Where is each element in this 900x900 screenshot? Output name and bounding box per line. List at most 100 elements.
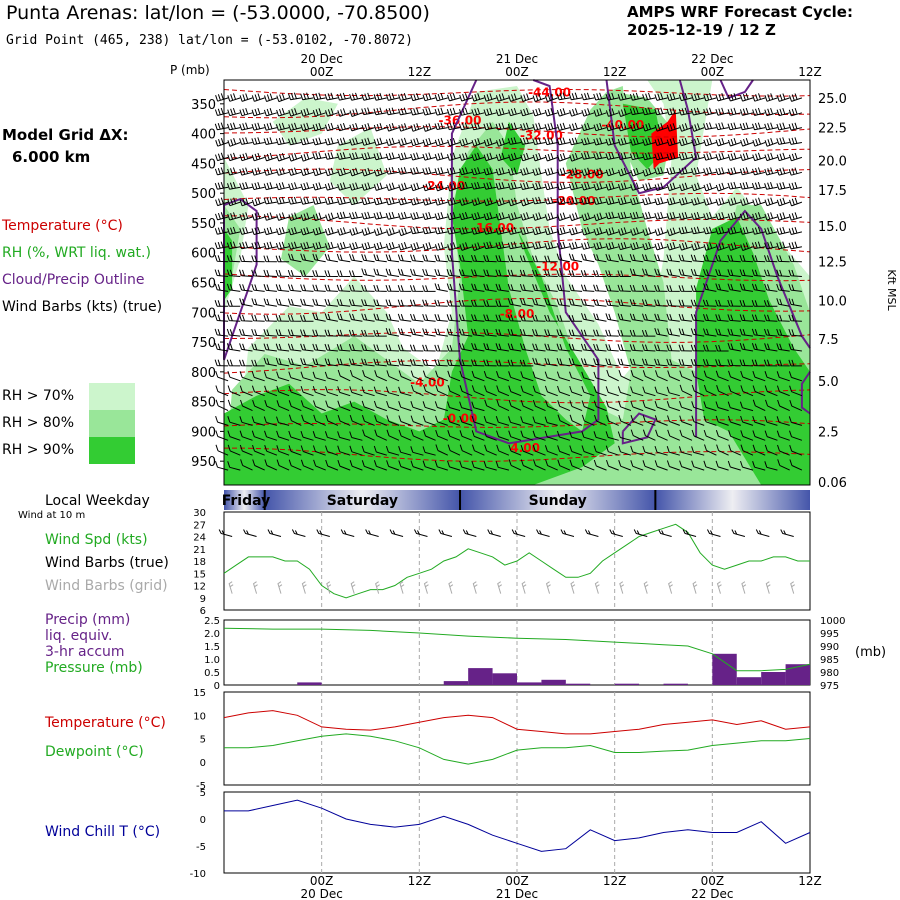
wind-barb xyxy=(751,300,766,307)
wind-barb xyxy=(520,197,534,207)
date-tick-label: 20 Dec xyxy=(301,52,343,66)
wind-barb xyxy=(447,444,461,456)
wind-barb xyxy=(483,152,497,162)
wind-barb xyxy=(495,255,509,263)
wind-barb xyxy=(678,285,693,292)
wind-barb xyxy=(423,429,436,441)
wind-barb xyxy=(483,212,497,221)
wind-barb xyxy=(459,415,473,426)
wind-barb xyxy=(532,137,546,145)
wind-barb xyxy=(324,284,338,292)
wind-barb xyxy=(313,400,326,412)
wind-barb xyxy=(545,459,558,471)
wind-barb xyxy=(471,242,485,251)
wind-barb xyxy=(752,370,766,382)
wind-barb xyxy=(471,212,485,221)
wind-barb xyxy=(422,182,436,192)
wind-barb xyxy=(435,429,448,441)
wind-barb xyxy=(617,270,631,277)
wind-barb xyxy=(605,197,619,205)
wind-barb xyxy=(690,299,705,307)
wind-barb xyxy=(227,226,241,235)
temperature-contour-line xyxy=(223,297,811,315)
height-tick-label: 2.5 xyxy=(818,425,839,440)
wind-barb xyxy=(447,197,461,206)
pressure-tick-label: 800 xyxy=(191,366,216,381)
wind-barb xyxy=(471,269,485,277)
wind-barb xyxy=(581,227,595,236)
wind-barb xyxy=(300,137,314,146)
wind-barb xyxy=(336,253,351,263)
wind-barb xyxy=(397,358,412,367)
wind-chill-tick-label: -10 xyxy=(190,869,206,880)
wind-barb xyxy=(666,197,680,206)
wind-barb xyxy=(532,357,546,367)
wind-barb xyxy=(385,386,400,397)
wind-barb xyxy=(385,344,400,352)
wind-barb xyxy=(751,241,766,250)
wind-barb xyxy=(654,344,668,352)
wind-barb xyxy=(276,430,290,441)
wind-barb xyxy=(385,242,400,251)
pressure-line xyxy=(223,627,811,672)
wind-barb xyxy=(654,400,668,412)
wind-barb xyxy=(629,299,644,307)
wind-barb xyxy=(569,414,583,426)
wind-barb xyxy=(508,385,522,397)
wind-barb xyxy=(495,226,510,235)
wind-barb xyxy=(568,182,583,191)
wind-barb xyxy=(227,152,241,162)
wind-barb xyxy=(716,444,729,456)
wind-barb xyxy=(727,415,741,426)
temperature-contours xyxy=(223,88,811,462)
wind-barb xyxy=(324,313,338,322)
wind-barb xyxy=(239,385,253,397)
wind-barb xyxy=(349,197,363,206)
wind-barb xyxy=(666,328,680,337)
wind-barb xyxy=(386,460,400,471)
wind-barb xyxy=(727,107,741,116)
wind-barb xyxy=(788,283,802,292)
wind-barb xyxy=(654,123,668,132)
wind-barb xyxy=(410,107,424,116)
wind-barb xyxy=(447,242,461,251)
wind-barb xyxy=(385,327,400,337)
wind-barb xyxy=(397,211,412,220)
wind-barb xyxy=(776,226,790,235)
wind-barb xyxy=(373,344,387,352)
wind-barb xyxy=(495,269,509,277)
wind-barb xyxy=(580,270,595,277)
wind-barb xyxy=(544,227,558,236)
wind-barb xyxy=(434,242,448,251)
wind-barb xyxy=(385,211,400,220)
wind-barb xyxy=(312,122,326,132)
wind-barb xyxy=(423,384,436,397)
wind-barb xyxy=(386,370,400,382)
wind-barb xyxy=(740,242,754,251)
wind-barb xyxy=(617,92,632,101)
wind-barb xyxy=(215,370,229,382)
wind-barb xyxy=(715,370,729,382)
wind-barb xyxy=(788,255,802,263)
wind-barb xyxy=(605,137,619,146)
wind-barb xyxy=(495,314,509,322)
wind-barb xyxy=(373,137,387,146)
wind-barb-true xyxy=(365,529,379,537)
wind-barb xyxy=(618,227,632,236)
wind-barb xyxy=(385,313,400,322)
wind-barb xyxy=(751,283,766,292)
wind-barb xyxy=(654,211,668,220)
wind-barb xyxy=(422,211,436,220)
wind-barb xyxy=(703,107,717,116)
wind-barb xyxy=(446,226,461,235)
wind-barb xyxy=(215,430,229,441)
wind-barb-grid xyxy=(716,581,722,594)
wind-barb xyxy=(776,255,790,263)
wind-barb xyxy=(435,182,448,192)
wind-barb xyxy=(447,460,461,471)
wind-barb xyxy=(629,344,644,352)
wind-barb xyxy=(666,344,680,352)
wind-barb xyxy=(361,182,375,191)
wind-barb xyxy=(214,328,229,337)
